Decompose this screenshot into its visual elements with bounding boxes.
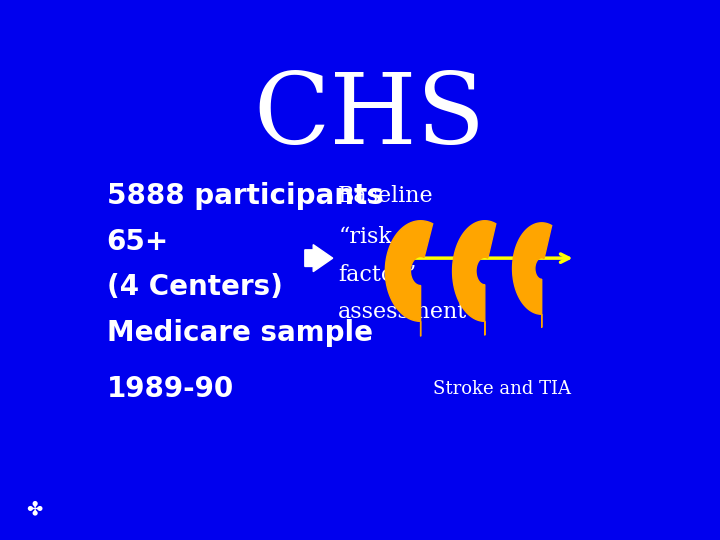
Text: “risk: “risk	[338, 226, 392, 248]
Text: factor”: factor”	[338, 264, 417, 286]
Text: CHS: CHS	[253, 69, 485, 165]
Text: Baseline: Baseline	[338, 185, 434, 207]
Text: assessment: assessment	[338, 301, 467, 323]
Text: 65+: 65+	[107, 227, 169, 255]
Text: 5888 participants: 5888 participants	[107, 182, 384, 210]
Text: 1989-90: 1989-90	[107, 375, 234, 403]
Text: ✤: ✤	[26, 500, 42, 518]
Text: Medicare sample: Medicare sample	[107, 319, 373, 347]
Polygon shape	[453, 221, 496, 335]
Polygon shape	[385, 221, 433, 336]
Text: Stroke and TIA: Stroke and TIA	[433, 380, 571, 398]
Text: (4 Centers): (4 Centers)	[107, 273, 283, 301]
Polygon shape	[513, 223, 552, 328]
Polygon shape	[305, 245, 333, 272]
